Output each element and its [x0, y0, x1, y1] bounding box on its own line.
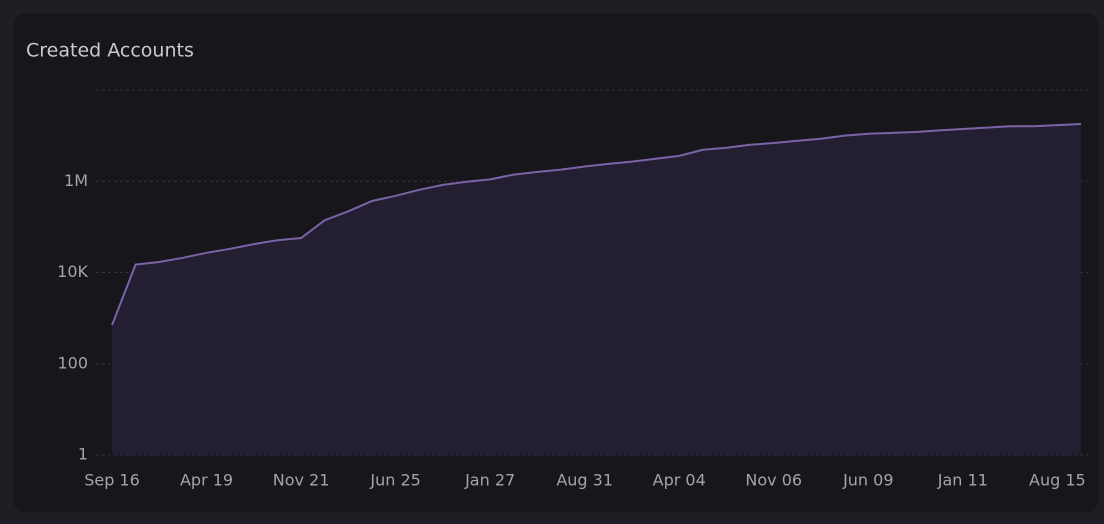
y-tick-label: 100	[57, 353, 88, 372]
x-tick-label: Jun 09	[842, 471, 893, 490]
x-tick-label: Aug 31	[556, 471, 613, 490]
x-tick-label: Aug 15	[1029, 471, 1086, 490]
area	[112, 124, 1081, 455]
x-tick-label: Nov 06	[745, 471, 802, 490]
x-tick-label: Nov 21	[273, 471, 330, 490]
y-tick-label: 1M	[64, 171, 88, 190]
x-tick-label: Apr 19	[180, 471, 233, 490]
line	[111, 123, 1082, 326]
x-tick-label: Jan 11	[937, 471, 988, 490]
x-tick-label: Jan 27	[464, 471, 515, 490]
chart-title: Created Accounts	[26, 40, 194, 62]
x-tick-label: Jun 25	[369, 471, 420, 490]
y-tick-label: 1	[78, 445, 88, 464]
x-tick-label: Sep 16	[84, 471, 140, 490]
x-tick-label: Apr 04	[653, 471, 706, 490]
y-tick-label: 10K	[57, 262, 88, 281]
